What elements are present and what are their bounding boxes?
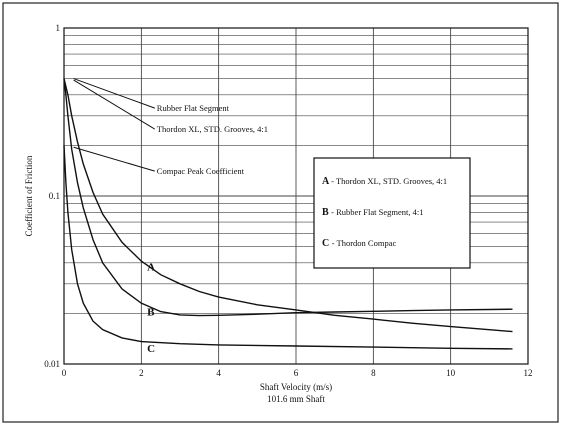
- x-tick-label: 2: [139, 368, 144, 378]
- annotation-leader: [73, 146, 155, 172]
- legend-entry: C - Thordon Compac: [322, 238, 396, 249]
- x-tick-label: 6: [294, 368, 299, 378]
- annotation-label: Rubber Flat Segment: [157, 103, 230, 113]
- series-line-b: [63, 78, 513, 317]
- legend-key: B: [322, 207, 331, 218]
- x-tick-label: 12: [524, 368, 533, 378]
- y-tick-label: 0.1: [49, 191, 60, 201]
- legend-entry: A - Thordon XL, STD. Grooves, 4:1: [322, 176, 447, 187]
- y-axis-label: Coefficient of Friction: [24, 155, 34, 236]
- x-tick-label: 10: [446, 368, 456, 378]
- y-tick-label: 0.01: [44, 359, 60, 369]
- x-tick-label: 0: [62, 368, 67, 378]
- axis-ticks: 0 2 4 6 8 10 12 0.01 0.1 1: [44, 23, 532, 378]
- annotation-leader: [73, 79, 156, 130]
- x-axis-sublabel: 101.6 mm Shaft: [267, 394, 325, 404]
- annotations: Rubber Flat Segment Thordon XL, STD. Groo…: [73, 78, 268, 176]
- x-tick-label: 8: [371, 368, 376, 378]
- curve-label-b: B: [147, 306, 155, 318]
- legend-text: - Thordon Compac: [332, 238, 397, 248]
- legend-text: - Rubber Flat Segment, 4:1: [331, 207, 423, 217]
- plot-frame: [63, 27, 529, 365]
- annotation-label: Thordon XL, STD. Grooves, 4:1: [157, 124, 268, 134]
- x-axis-label: Shaft Velocity (m/s): [260, 382, 332, 392]
- legend-key: C: [322, 238, 332, 249]
- annotation-label: Compac Peak Coefficient: [157, 166, 245, 176]
- curve-label-a: A: [147, 262, 155, 274]
- legend: A - Thordon XL, STD. Grooves, 4:1 B - Rub…: [313, 157, 471, 269]
- legend-text: - Thordon XL, STD. Grooves, 4:1: [331, 176, 447, 186]
- curve-label-c: C: [147, 343, 155, 355]
- legend-key: A: [322, 176, 331, 187]
- y-tick-label: 1: [56, 23, 61, 33]
- x-tick-label: 4: [216, 368, 221, 378]
- legend-box: [313, 157, 471, 269]
- legend-entry: B - Rubber Flat Segment, 4:1: [322, 207, 423, 218]
- annotation-leader: [73, 78, 155, 109]
- series-line-c: [63, 145, 513, 350]
